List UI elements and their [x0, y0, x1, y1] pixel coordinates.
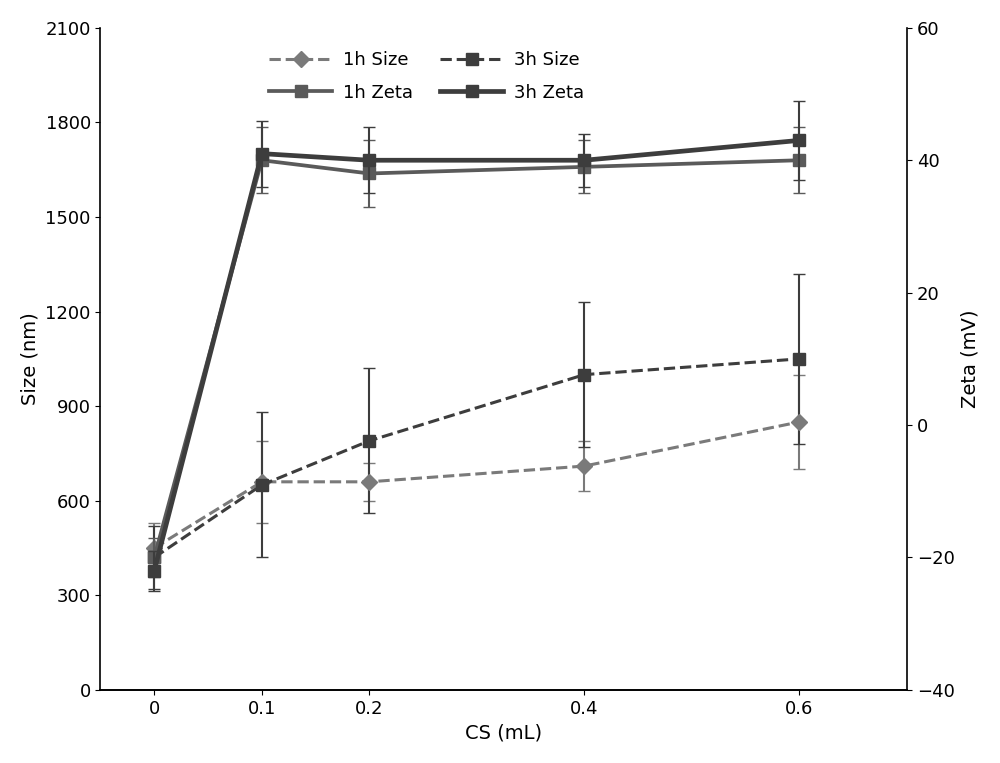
- Y-axis label: Zeta (mV): Zeta (mV): [960, 310, 979, 408]
- Legend: 1h Size, 1h Zeta, 3h Size, 3h Zeta: 1h Size, 1h Zeta, 3h Size, 3h Zeta: [255, 37, 599, 116]
- X-axis label: CS (mL): CS (mL): [465, 723, 542, 742]
- Y-axis label: Size (nm): Size (nm): [21, 313, 40, 405]
